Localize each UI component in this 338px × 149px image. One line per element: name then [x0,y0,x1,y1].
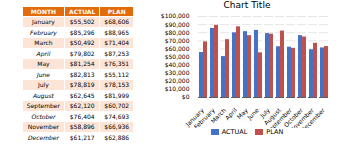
svg-text:March: March [209,106,228,125]
svg-text:$90,000: $90,000 [165,21,190,28]
svg-text:$10,000: $10,000 [165,85,190,92]
html-text:Chart Title: Chart Title [223,0,271,10]
html-text:May: May [37,60,50,68]
html-text:$68,606: $68,606 [104,18,130,26]
html-text:September: September [26,102,60,110]
html-text:March: March [34,39,53,47]
html-text:$66,936: $66,936 [104,123,130,131]
html-text:$62,120: $62,120 [69,102,95,110]
html-text:$55,502: $55,502 [69,18,95,26]
svg-text:$60,000: $60,000 [165,45,190,52]
html-text:$78,819: $78,819 [69,81,95,89]
svg-text:$0: $0 [182,93,190,100]
svg-text:June: June [245,106,261,121]
svg-text:$40,000: $40,000 [165,61,190,68]
html-text:$78,153: $78,153 [104,81,130,89]
html-text:ACTUAL: ACTUAL [69,7,96,15]
html-text:December: December [27,133,59,141]
svg-text:$80,000: $80,000 [165,29,190,36]
svg-text:$70,000: $70,000 [165,37,190,44]
html-text:PLAN: PLAN [266,128,284,136]
html-text:$60,702: $60,702 [104,102,130,110]
html-text:$62,886: $62,886 [104,133,130,141]
html-text:October: October [31,112,56,120]
html-text:January: January [32,18,55,26]
html-text:$87,253: $87,253 [104,49,130,57]
svg-text:April: April [223,106,239,122]
html-text:$74,693: $74,693 [104,112,130,120]
html-text:PLAN: PLAN [107,7,126,15]
html-text:$55,112: $55,112 [104,70,130,78]
html-text:February: February [30,28,57,36]
html-text:June: June [36,70,50,78]
svg-text:July: July [258,106,272,119]
html-text:MONTH: MONTH [30,7,56,15]
html-text:$50,492: $50,492 [69,39,95,47]
html-text:$76,351: $76,351 [104,60,130,68]
svg-text:May: May [235,106,250,121]
html-text:$81,254: $81,254 [69,60,95,68]
svg-text:$30,000: $30,000 [165,69,190,76]
html-text:August: August [32,91,54,99]
html-text:$62,645: $62,645 [69,91,95,99]
html-text:$79,802: $79,802 [69,49,95,57]
html-text:ACTUAL: ACTUAL [221,128,248,136]
svg-text:December: December [299,106,326,128]
html-text:July: July [38,81,49,89]
html-text:$61,217: $61,217 [69,133,95,141]
html-text:$85,296: $85,296 [69,28,95,36]
html-text:$71,404: $71,404 [104,39,130,47]
html-text:$58,896: $58,896 [69,123,95,131]
svg-text:$20,000: $20,000 [165,77,190,84]
html-text:$82,813: $82,813 [69,70,95,78]
html-text:April: April [36,49,51,57]
svg-text:August: August [262,106,283,127]
html-text:November: November [27,123,59,131]
html-text:$76,404: $76,404 [69,112,95,120]
html-text:$81,999: $81,999 [104,91,130,99]
html-text:$88,965: $88,965 [104,28,130,36]
svg-text:$100,000: $100,000 [161,12,190,19]
svg-text:$50,000: $50,000 [165,53,190,60]
